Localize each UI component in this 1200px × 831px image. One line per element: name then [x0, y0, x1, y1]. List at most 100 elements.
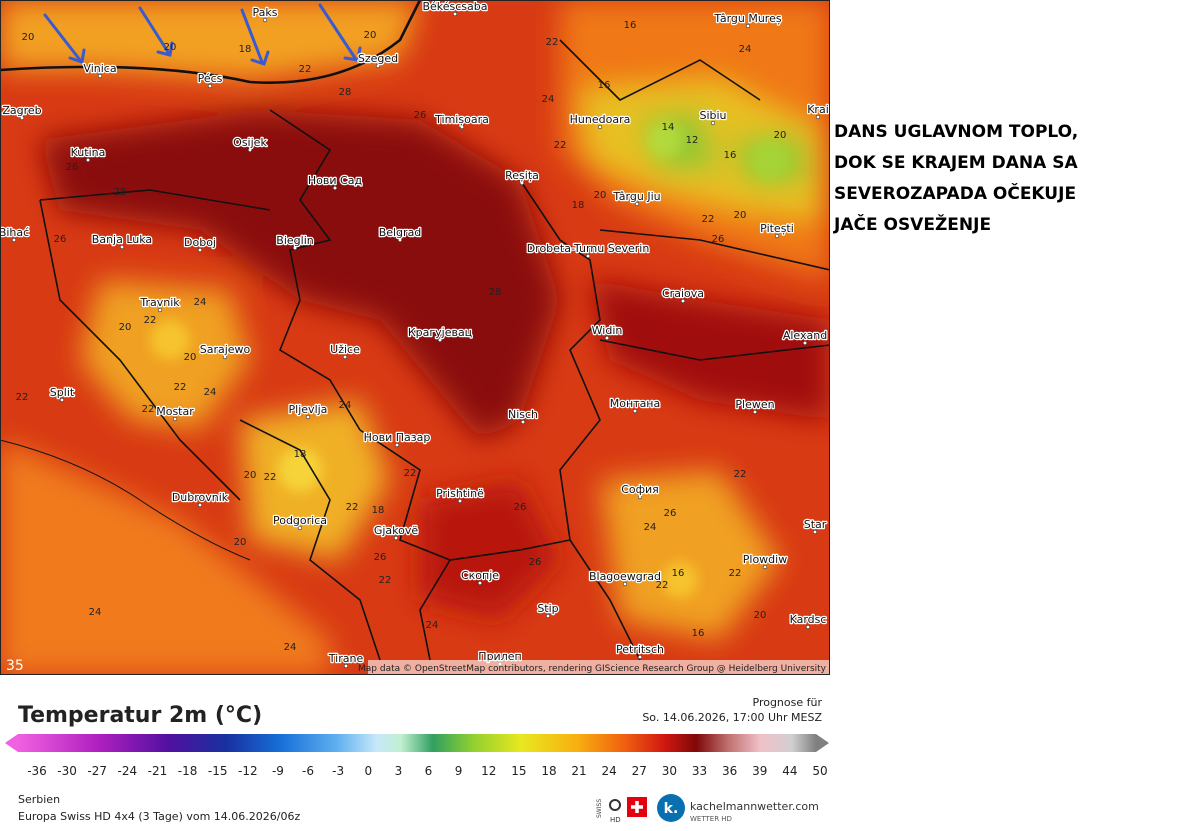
city-label: Star	[804, 518, 827, 531]
annotation-line: SEVEROZAPADA OČEKUJE	[834, 182, 1076, 204]
colorbar-tick-label: 30	[662, 764, 677, 778]
city-label: Užice	[330, 343, 360, 356]
temperature-label: 12	[686, 135, 699, 146]
corner-label: 35	[6, 658, 24, 674]
city-dot	[745, 23, 751, 29]
city-dot	[207, 83, 213, 89]
city-dot	[394, 442, 400, 448]
city-label: Plewen	[735, 398, 774, 411]
temperature-label: 16	[672, 568, 685, 579]
temperature-label: 26	[712, 234, 725, 245]
temperature-label: 26	[66, 162, 79, 173]
city-label: Gjakovë	[374, 524, 419, 537]
city-dot	[197, 247, 203, 253]
city-label: Banja Luka	[92, 233, 152, 246]
temperature-label: 20	[594, 190, 607, 201]
colorbar-tick-label: -36	[27, 764, 47, 778]
forecast-time: So. 14.06.2026, 17:00 Uhr MESZ	[642, 711, 822, 724]
city-label: Târgu Jiu	[612, 190, 660, 203]
temperature-label: 22	[346, 502, 359, 513]
temperature-label: 28	[489, 287, 502, 298]
city-dot	[637, 654, 643, 660]
city-label: Belgrad	[379, 226, 422, 239]
temperature-label: 24	[542, 94, 555, 105]
temperature-label: 22	[379, 575, 392, 586]
city-label: Крагујевац	[408, 326, 472, 339]
temperature-label: 26	[664, 508, 677, 519]
city-dot	[119, 244, 125, 250]
city-label: Mostar	[156, 405, 194, 418]
temperature-label: 20	[364, 30, 377, 41]
city-label: Bihać	[0, 226, 29, 239]
map: Békéscsaba Paks Szeged Pécs Zagreb Osijek Kuti…	[0, 0, 830, 675]
colorbar-tick-label: 50	[812, 764, 827, 778]
city-label: Plowdiw	[743, 553, 787, 566]
colorbar-tick-label: 0	[364, 764, 372, 778]
temperature-label: 22	[546, 37, 559, 48]
temperature-label: 22	[299, 64, 312, 75]
city-label: Osijek	[233, 136, 267, 149]
city-dot	[343, 663, 349, 669]
city-dot	[437, 337, 443, 343]
city-label: Timișoara	[434, 113, 489, 126]
colorbar-tick-label: -15	[208, 764, 228, 778]
city-dot	[710, 120, 716, 126]
temperature-label: 24	[204, 387, 217, 398]
temperature-label: 22	[729, 568, 742, 579]
temperature-label: 22	[264, 472, 277, 483]
temperature-label: 28	[339, 87, 352, 98]
colorbar-tick-label: 24	[602, 764, 617, 778]
city-dot	[452, 11, 458, 17]
annotation-line: DANS UGLAVNOM TOPLO,	[834, 122, 1078, 142]
temperature-label: 24	[339, 400, 352, 411]
colorbar-tick-label: -18	[178, 764, 198, 778]
temperature-label: 26	[414, 110, 427, 121]
city-dot	[332, 185, 338, 191]
temperature-label: 20	[244, 470, 257, 481]
temperature-label: 18	[239, 44, 252, 55]
city-dot	[604, 335, 610, 341]
temperature-label: 16	[624, 20, 637, 31]
temperature-label: 22	[16, 392, 29, 403]
forecast-label: Prognose für	[753, 696, 823, 709]
city-dot	[597, 124, 603, 130]
colorbar-tick-label: -12	[238, 764, 258, 778]
city-label: Doboj	[184, 236, 216, 249]
annotation-line: JAČE OSVEŽENJE	[833, 213, 991, 235]
temperature-label: 20	[734, 210, 747, 221]
city-label: София	[621, 483, 659, 496]
city-dot	[305, 414, 311, 420]
colorbar-tick-label: 6	[425, 764, 433, 778]
colorbar-tick-label: -6	[302, 764, 314, 778]
temperature-label: 26	[529, 557, 542, 568]
legend-title: Temperatur 2m (°C)	[18, 703, 262, 728]
city-dot	[519, 180, 525, 186]
city-label: Pljevlja	[289, 403, 328, 416]
city-label: Kutina	[71, 146, 106, 159]
attribution: Map data © OpenStreetMap contributors, r…	[358, 664, 827, 674]
city-dot	[622, 581, 628, 587]
city-dot	[19, 115, 25, 121]
temperature-label: 24	[739, 44, 752, 55]
city-dot	[222, 354, 228, 360]
colorbar-tick-label: 15	[511, 764, 526, 778]
temperature-label: 14	[662, 122, 675, 133]
city-dot	[97, 73, 103, 79]
colorbar-tick-label: -9	[272, 764, 284, 778]
city-dot	[11, 237, 17, 243]
city-dot	[375, 63, 381, 69]
city-dot	[637, 494, 643, 500]
city-label: Pitești	[760, 222, 794, 235]
brand-subtitle: WETTER HD	[690, 815, 732, 823]
colorbar-tick-label: -24	[118, 764, 138, 778]
temperature-label: 20	[119, 322, 132, 333]
city-dot	[457, 498, 463, 504]
city-label: Tirane	[328, 652, 364, 665]
city-dot	[59, 397, 65, 403]
city-dot	[545, 613, 551, 619]
city-dot	[297, 525, 303, 531]
city-label: Монтана	[610, 397, 661, 410]
colorbar-tick-label: -27	[87, 764, 107, 778]
model-info: Europa Swiss HD 4x4 (3 Tage) vom 14.06.2…	[18, 810, 300, 823]
temperature-label: 20	[184, 352, 197, 363]
